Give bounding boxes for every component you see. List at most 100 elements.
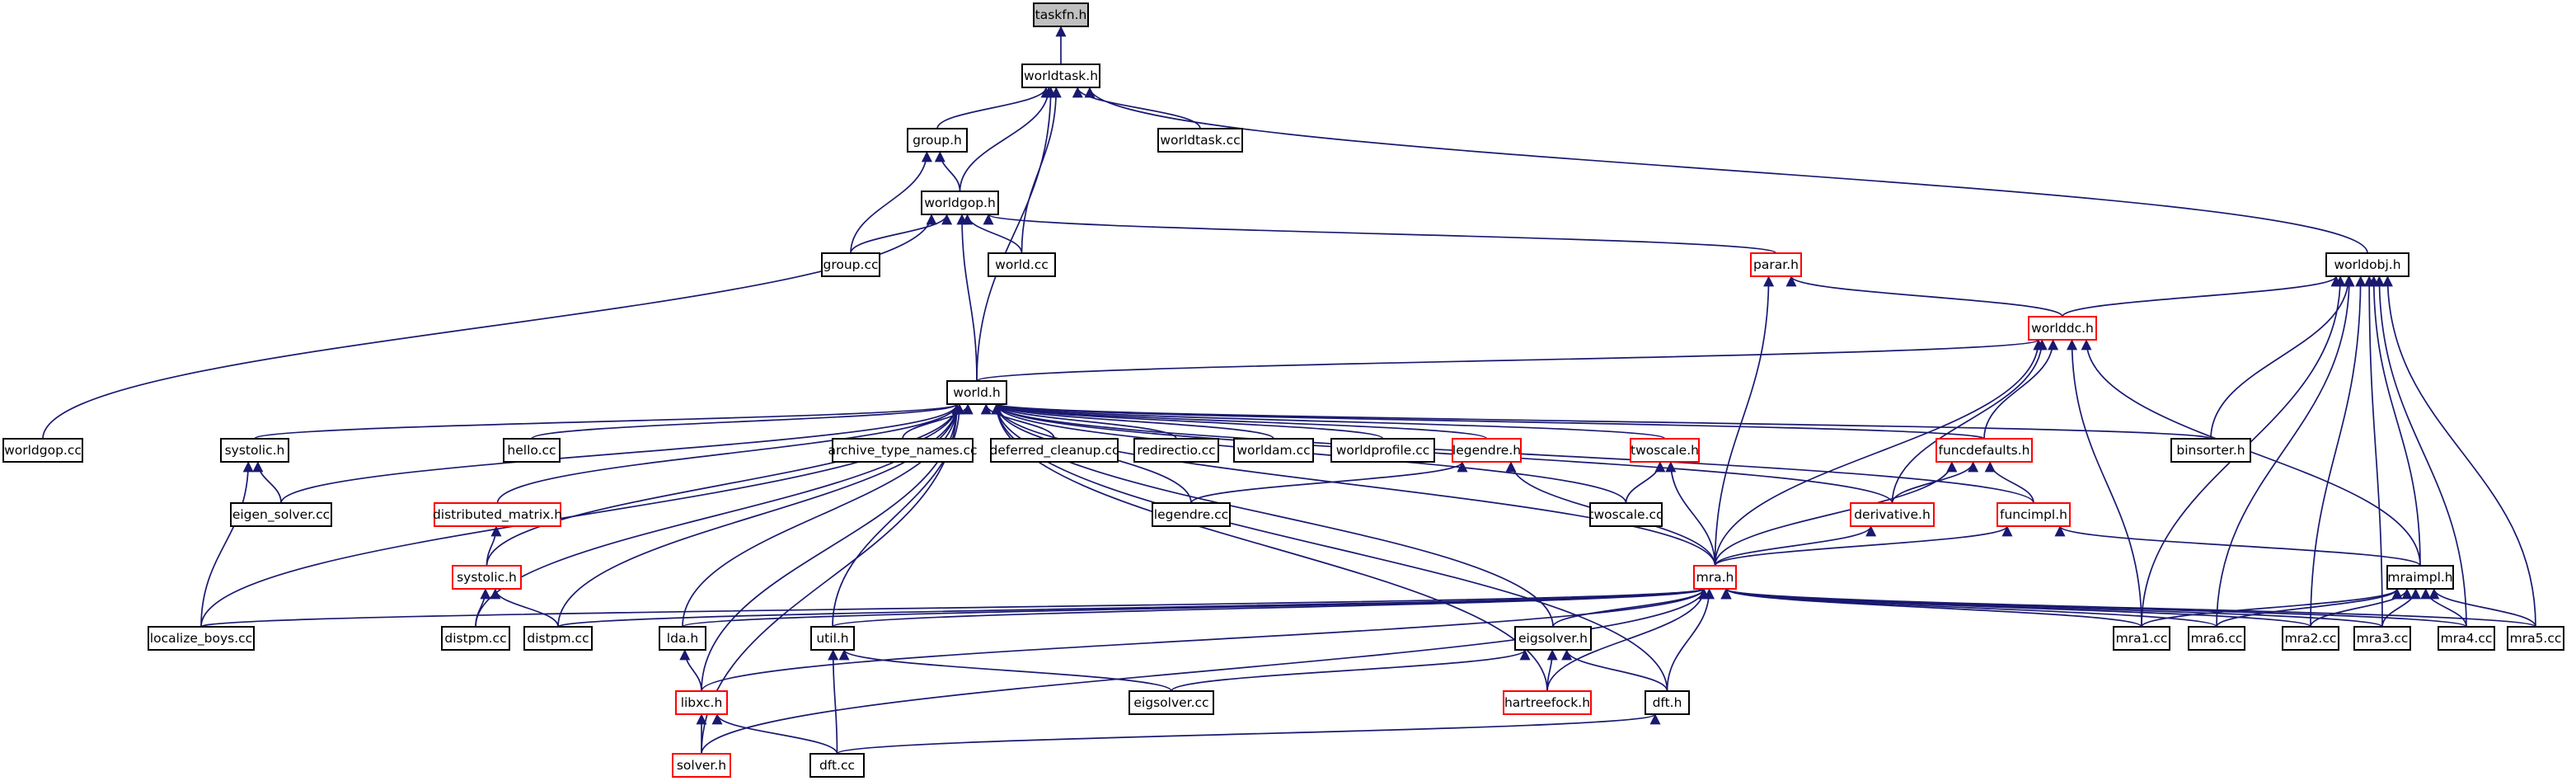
node-label: worldgop.cc <box>4 443 82 458</box>
node-label: worldam.cc <box>1236 443 1310 458</box>
node-solver-h[interactable]: solver.h <box>672 753 731 778</box>
edge-worldobj_h-to-worldtask_h <box>1084 87 2368 254</box>
node-legendre-cc[interactable]: legendre.cc <box>1152 502 1231 527</box>
node-label: twoscale.h <box>1631 443 1699 458</box>
node-worldtask-h[interactable]: worldtask.h <box>1021 64 1100 88</box>
node-mra4-cc[interactable]: mra4.cc <box>2438 626 2495 651</box>
node-worldprofile-cc[interactable]: worldprofile.cc <box>1330 438 1435 463</box>
edge-dft_h-to-eigsolver_h <box>1561 649 1668 692</box>
node-world-h[interactable]: world.h <box>946 380 1007 405</box>
node-funcimpl-h[interactable]: funcimpl.h <box>1997 502 2071 527</box>
node-mra1-cc[interactable]: mra1.cc <box>2113 626 2170 651</box>
node-twoscale-cc[interactable]: twoscale.cc <box>1588 502 1663 527</box>
node-box <box>946 380 1007 405</box>
edge-mra_h-to-world_h <box>991 403 1716 567</box>
node-hartreefock-h[interactable]: hartreefock.h <box>1503 690 1592 715</box>
node-label: mra2.cc <box>2285 631 2337 646</box>
node-libxc-h[interactable]: libxc.h <box>675 690 728 715</box>
node-parar-h[interactable]: parar.h <box>1750 252 1802 277</box>
edge-world_h-to-worldtask_h <box>976 87 1057 382</box>
node-eigsolver-cc[interactable]: eigsolver.cc <box>1128 690 1214 715</box>
node-label: deferred_cleanup.cc <box>990 443 1119 459</box>
node-box <box>1157 128 1243 153</box>
node-lda-h[interactable]: lda.h <box>659 626 706 651</box>
node-box <box>1630 438 1700 463</box>
node-mra-h[interactable]: mra.h <box>1693 565 1737 590</box>
edge-mra_h-to-funcimpl_h <box>1714 525 2013 567</box>
edge-mra3_cc-to-mraimpl_h <box>2381 588 2421 628</box>
edge-world_h-to-worlddc_h <box>976 339 2043 382</box>
node-label: lda.h <box>667 631 698 646</box>
node-redirectio-cc[interactable]: redirectio.cc <box>1133 438 1219 463</box>
node-systolic-h1[interactable]: systolic.h <box>220 438 289 463</box>
node-worldgop-h[interactable]: worldgop.h <box>921 191 999 215</box>
node-label: worldobj.h <box>2334 257 2400 272</box>
node-world-cc[interactable]: world.cc <box>988 252 1056 277</box>
edge-group_cc-to-worldgop_h <box>850 214 953 254</box>
node-distpm-cc2[interactable]: distpm.cc <box>523 626 593 651</box>
edge-eigen_solver_cc-to-world_h <box>280 403 963 504</box>
node-archive-type-names-cc[interactable]: archive_type_names.cc <box>828 438 978 463</box>
node-box <box>148 626 255 651</box>
edge-worldtask_cc-to-worldtask_h <box>1072 87 1201 129</box>
node-worldgop-cc[interactable]: worldgop.cc <box>2 438 83 463</box>
node-label: mra1.cc <box>2116 631 2168 646</box>
node-mra2-cc[interactable]: mra2.cc <box>2282 626 2339 651</box>
edge-group_h-to-worldtask_h <box>936 87 1052 129</box>
node-label: util.h <box>816 631 848 646</box>
node-worldobj-h[interactable]: worldobj.h <box>2325 252 2409 277</box>
node-dft-h[interactable]: dft.h <box>1645 690 1690 715</box>
edge-dft_h-to-mra_h <box>1666 588 1715 692</box>
node-box <box>1750 252 1802 277</box>
node-distributed-matrix-h[interactable]: distributed_matrix.h <box>433 502 562 527</box>
node-eigsolver-h[interactable]: eigsolver.h <box>1514 626 1592 651</box>
edge-derivative_h-to-funcdefaults_h <box>1891 461 1979 504</box>
node-funcdefaults-h[interactable]: funcdefaults.h <box>1936 438 2033 463</box>
edge-dft_cc-to-dft_h <box>836 713 1660 755</box>
edge-mra6_cc-to-mraimpl_h <box>2216 588 2403 628</box>
node-legendre-h[interactable]: legendre.h <box>1452 438 1522 463</box>
node-group-h[interactable]: group.h <box>907 128 968 153</box>
edge-eigsolver_cc-to-util_h <box>838 649 1172 692</box>
node-taskfn-h[interactable]: taskfn.h <box>1033 2 1089 27</box>
edge-funcdefaults_h-to-world_h <box>992 403 1985 440</box>
node-box <box>1133 438 1219 463</box>
node-box <box>990 438 1119 463</box>
node-deferred-cleanup-cc[interactable]: deferred_cleanup.cc <box>990 438 1119 463</box>
node-systolic-h2[interactable]: systolic.h <box>452 565 522 590</box>
node-eigen-solver-cc[interactable]: eigen_solver.cc <box>230 502 332 527</box>
node-label: eigsolver.h <box>1518 631 1588 646</box>
node-label: dft.cc <box>819 758 855 773</box>
node-worldtask-cc[interactable]: worldtask.cc <box>1157 128 1243 153</box>
node-label: eigsolver.cc <box>1133 695 1208 710</box>
node-box <box>1033 2 1089 27</box>
node-twoscale-h[interactable]: twoscale.h <box>1630 438 1700 463</box>
edge-twoscale_h-to-world_h <box>992 403 1666 440</box>
node-mra6-cc[interactable]: mra6.cc <box>2188 626 2245 651</box>
node-hello-cc[interactable]: hello.cc <box>503 438 561 463</box>
node-mra3-cc[interactable]: mra3.cc <box>2353 626 2411 651</box>
node-mraimpl-h[interactable]: mraimpl.h <box>2386 565 2454 590</box>
edge-mra5_cc-to-worldobj_h <box>2381 275 2536 628</box>
node-util-h[interactable]: util.h <box>810 626 855 651</box>
node-box <box>1645 690 1690 715</box>
node-localize-boys-cc[interactable]: localize_boys.cc <box>148 626 255 651</box>
node-dft-cc[interactable]: dft.cc <box>809 753 865 778</box>
node-derivative-h[interactable]: derivative.h <box>1850 502 1935 527</box>
node-box <box>988 252 1056 277</box>
node-worlddc-h[interactable]: worlddc.h <box>2028 316 2097 341</box>
edge-eigen_solver_cc-to-systolic_h1 <box>252 461 282 504</box>
node-box <box>2 438 83 463</box>
node-group-cc[interactable]: group.cc <box>821 252 880 277</box>
node-label: parar.h <box>1753 257 1799 272</box>
node-binsorter-h[interactable]: binsorter.h <box>2170 438 2251 463</box>
node-worldam-cc[interactable]: worldam.cc <box>1233 438 1314 463</box>
node-box <box>821 252 880 277</box>
edge-mra5_cc-to-mraimpl_h <box>2428 588 2536 628</box>
edge-legendre_cc-to-legendre_h <box>1190 461 1468 504</box>
edge-derivative_h-to-world_h <box>991 403 1893 504</box>
node-mra5-cc[interactable]: mra5.cc <box>2507 626 2564 651</box>
node-distpm-cc1[interactable]: distpm.cc <box>441 626 510 651</box>
node-label: mra.h <box>1696 570 1734 585</box>
